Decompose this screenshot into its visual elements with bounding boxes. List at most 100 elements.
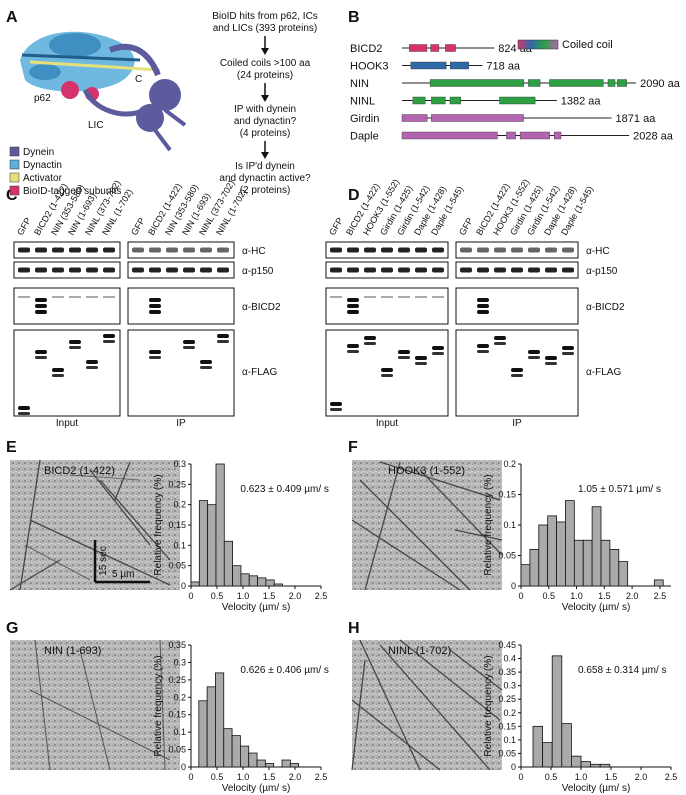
blot-group-label: IP	[176, 418, 186, 429]
protein-name: Daple	[350, 131, 379, 143]
protein-name: Girdin	[350, 113, 379, 125]
x-tick-label: 2.0	[289, 772, 302, 782]
panel-label-b: B	[348, 9, 360, 26]
blot-band	[398, 267, 410, 273]
blot-band	[477, 310, 489, 314]
blot-band	[52, 296, 64, 298]
histogram-h: 0 0.05 0.1 0.15 0.2 0.25 0.3 0.35 0.4 0.45 0 0.5 1.0…	[483, 640, 677, 794]
blot-band	[166, 247, 178, 253]
histogram-bar	[198, 700, 208, 768]
blot-band	[545, 362, 557, 365]
blot-band	[166, 267, 178, 273]
dynein-dynactin-cartoon	[20, 31, 187, 152]
blot-band	[103, 296, 115, 298]
histogram-bar	[599, 763, 611, 768]
coiled-coil-domain	[553, 131, 562, 140]
blot-band	[69, 340, 81, 344]
coiled-coil-domain	[449, 96, 462, 105]
x-axis-label: Velocity (µm/ s)	[562, 783, 631, 794]
blot-band	[477, 267, 489, 273]
histogram-bar	[215, 463, 225, 587]
histogram-bar	[591, 506, 602, 587]
legend-label: BioID-tagged subunits	[23, 186, 121, 197]
histogram-bar	[257, 577, 267, 587]
velocity-stat: 0.658 ± 0.314 µm/ s	[578, 665, 667, 676]
blot-band	[86, 360, 98, 364]
blot-band	[103, 340, 115, 343]
histogram-bar	[281, 759, 291, 768]
blot-band	[477, 344, 489, 348]
panel-label-h: H	[348, 620, 360, 637]
blot-strip	[127, 241, 235, 259]
protein-name: NIN	[350, 78, 369, 90]
blot-band	[35, 267, 47, 273]
blot-band	[398, 296, 410, 298]
blot-band	[217, 340, 229, 343]
histogram-g: 0 0.05 0.1 0.15 0.2 0.25 0.3 0.35 0 0.5 1.0 1.5 2.0 2…	[153, 640, 329, 794]
legend-label: Activator	[23, 173, 63, 184]
blot-band	[200, 267, 212, 273]
y-axis-label: Relative frequency (%)	[153, 474, 164, 575]
y-tick-label: 0.25	[168, 675, 186, 685]
blot-group-label: Input	[376, 418, 398, 429]
blot-band	[398, 350, 410, 354]
blot-band	[494, 342, 506, 345]
y-tick-label: 0.15	[498, 721, 516, 731]
blot-band	[364, 296, 376, 298]
blot-band	[415, 362, 427, 365]
blot-band	[398, 247, 410, 253]
flow-step-1b: and LICs (393 proteins)	[213, 23, 318, 34]
protein-length: 718 aa	[486, 61, 521, 73]
histogram-bar	[556, 521, 566, 587]
x-axis-label: Velocity (µm/ s)	[222, 783, 291, 794]
blot-band	[347, 344, 359, 348]
blot-band	[330, 267, 342, 273]
blot-band	[149, 298, 161, 302]
hist-g-title: NIN (1-693)	[44, 645, 101, 657]
blot-band	[347, 350, 359, 353]
histogram-bar	[580, 761, 592, 768]
y-tick-label: 0.1	[173, 727, 186, 737]
histogram-e: 0 0.05 0.1 0.15 0.2 0.25 0.3 0 0.5 1.0 1.5 2.0 2.5 Ve…	[153, 459, 329, 613]
blot-band	[18, 412, 30, 415]
lic-label: LIC	[88, 120, 104, 131]
histogram-bar	[532, 725, 544, 768]
blot-band	[200, 247, 212, 253]
flow-step-3c: (4 proteins)	[240, 128, 291, 139]
blot-band	[511, 368, 523, 372]
x-tick-label: 1.0	[570, 591, 583, 601]
blot-band	[69, 247, 81, 253]
filter-flowchart: BioID hits from p62, ICs and LICs (393 p…	[212, 11, 318, 196]
histogram-bar	[190, 581, 200, 587]
histogram-bar	[248, 575, 258, 587]
blot-band	[103, 247, 115, 253]
y-tick-label: 0	[511, 762, 516, 772]
y-tick-label: 0	[181, 581, 186, 591]
blot-band	[149, 310, 161, 314]
x-tick-label: 2.5	[665, 772, 678, 782]
coiled-coil-domain	[617, 79, 627, 87]
coiled-coil-domain	[409, 44, 428, 52]
kymograph-f	[351, 460, 503, 591]
blot-band	[183, 267, 195, 273]
blot-band	[545, 356, 557, 360]
coiled-coil-domain	[519, 131, 550, 140]
distance-scale-label: 5 µm	[112, 569, 134, 580]
histogram-bar	[529, 549, 540, 587]
blot-band	[132, 247, 144, 253]
x-tick-label: 1.0	[237, 772, 250, 782]
y-tick-label: 0.3	[173, 657, 186, 667]
protein-name: NINL	[350, 96, 375, 108]
x-tick-label: 1.5	[263, 772, 276, 782]
histogram-bar	[206, 686, 216, 768]
blot-band	[477, 247, 489, 253]
time-scale-label: 15 sec	[98, 546, 109, 575]
x-tick-label: 1.0	[575, 772, 588, 782]
blot-band	[528, 356, 540, 359]
flow-step-4b: and dynactin active?	[219, 173, 311, 184]
histogram-bar	[289, 763, 300, 768]
antibody-label: α-FLAG	[586, 367, 621, 378]
histogram-bar	[565, 500, 575, 587]
blot-band	[347, 298, 359, 302]
